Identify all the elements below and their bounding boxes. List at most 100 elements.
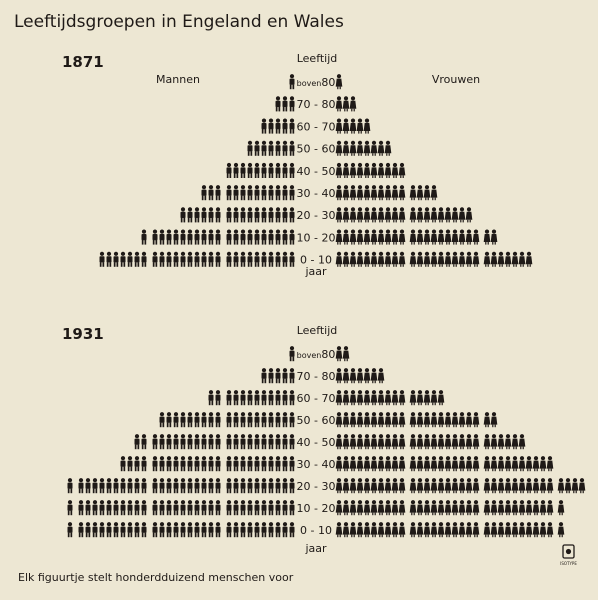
age-row-50-60: 50 - 60 — [247, 140, 392, 156]
male-figure — [261, 390, 267, 406]
male-figure — [166, 229, 172, 245]
male-figure — [275, 500, 281, 516]
male-figure — [240, 522, 246, 538]
male-figure — [134, 434, 140, 450]
male-figure — [282, 412, 288, 428]
male-figure — [289, 207, 295, 223]
male-figure — [247, 162, 253, 178]
female-figure — [335, 185, 343, 201]
age-label: boven80 — [297, 76, 336, 89]
female-figure — [546, 478, 554, 494]
male-figure — [268, 434, 274, 450]
female-figure — [363, 251, 371, 267]
male-figure — [106, 478, 112, 494]
male-figure — [275, 118, 281, 134]
male-figure — [159, 456, 165, 472]
age-row-50-60: 50 - 60 — [159, 412, 498, 428]
male-figure — [187, 434, 193, 450]
male-figure — [67, 478, 73, 494]
male-figure — [261, 251, 267, 267]
isotype-logo: ISOTYPE — [560, 544, 577, 566]
age-label: 50 - 60 — [297, 143, 336, 156]
male-figure — [166, 456, 172, 472]
female-figure — [363, 118, 371, 134]
female-figure — [430, 434, 438, 450]
male-figure — [113, 478, 119, 494]
male-figure — [275, 140, 281, 156]
female-figure — [356, 185, 364, 201]
female-figure — [349, 390, 357, 406]
female-figure — [465, 207, 473, 223]
female-figure — [391, 478, 399, 494]
male-figure — [282, 456, 288, 472]
female-figure — [511, 251, 519, 267]
male-figure — [247, 434, 253, 450]
female-figure — [416, 207, 424, 223]
male-figure — [254, 500, 260, 516]
male-figure — [282, 522, 288, 538]
male-figure — [173, 434, 179, 450]
female-figure — [342, 412, 350, 428]
male-figure — [268, 207, 274, 223]
female-figure — [472, 522, 480, 538]
male-figure — [173, 456, 179, 472]
female-figure — [377, 434, 385, 450]
male-figure — [247, 390, 253, 406]
age-label: 30 - 40 — [297, 458, 336, 471]
age-row-30-40: 30 - 40 — [120, 456, 554, 472]
pyramid-1931: 1931 Leeftijd jaar boven80 70 - 80 60 - 70… — [62, 324, 586, 555]
female-figure — [391, 251, 399, 267]
male-figure — [215, 478, 221, 494]
female-figure — [391, 522, 399, 538]
male-figure — [261, 207, 267, 223]
female-figure — [349, 478, 357, 494]
female-figure — [335, 140, 343, 156]
age-label: 60 - 70 — [297, 392, 336, 405]
male-figure — [215, 185, 221, 201]
male-figure — [180, 207, 186, 223]
male-figure — [240, 434, 246, 450]
female-figure — [518, 522, 526, 538]
female-figure — [377, 368, 385, 384]
male-figure — [289, 185, 295, 201]
male-figure — [268, 162, 274, 178]
male-figure — [282, 118, 288, 134]
male-figure — [254, 207, 260, 223]
male-figure — [289, 434, 295, 450]
female-figure — [511, 478, 519, 494]
female-figure — [416, 412, 424, 428]
female-figure — [465, 229, 473, 245]
male-figure — [113, 251, 119, 267]
female-figure — [335, 456, 343, 472]
female-figure — [430, 390, 438, 406]
male-figure — [201, 207, 207, 223]
male-figure — [240, 412, 246, 428]
male-figure — [261, 478, 267, 494]
female-figure — [370, 456, 378, 472]
female-figure — [546, 500, 554, 516]
female-figure — [511, 500, 519, 516]
female-figure — [483, 500, 491, 516]
female-figure — [384, 229, 392, 245]
female-figure — [391, 412, 399, 428]
male-figure — [282, 368, 288, 384]
female-figure — [458, 412, 466, 428]
female-figure — [398, 522, 406, 538]
male-figure — [67, 500, 73, 516]
female-figure — [504, 434, 512, 450]
female-figure — [398, 456, 406, 472]
female-figure — [490, 478, 498, 494]
male-figure — [208, 412, 214, 428]
male-figure — [261, 229, 267, 245]
female-figure — [398, 185, 406, 201]
age-row-boven80: boven80 — [289, 346, 350, 362]
male-figure — [194, 251, 200, 267]
female-figure — [409, 412, 417, 428]
male-figure — [201, 500, 207, 516]
female-figure — [349, 140, 357, 156]
male-figure — [275, 207, 281, 223]
female-figure — [578, 478, 586, 494]
female-figure — [398, 162, 406, 178]
male-figure — [194, 522, 200, 538]
female-figure — [349, 207, 357, 223]
